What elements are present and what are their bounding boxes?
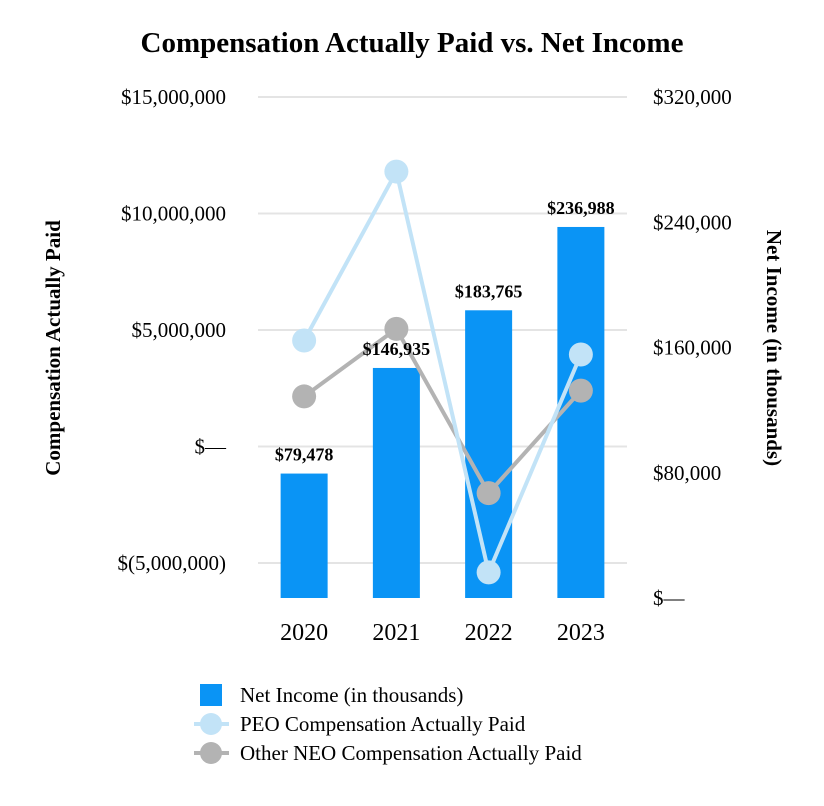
- right-axis-ticks: $320,000 $240,000 $160,000 $80,000 $—: [653, 85, 732, 610]
- right-tick-label: $320,000: [653, 85, 732, 109]
- legend-label-neo: Other NEO Compensation Actually Paid: [240, 741, 582, 765]
- bar-value-label: $146,935: [363, 339, 431, 359]
- series-point: [384, 159, 409, 184]
- right-axis-title: Net Income (in thousands): [762, 230, 786, 466]
- legend-peo-marker: [200, 713, 222, 735]
- series-point: [568, 342, 593, 367]
- x-tick-label: 2021: [372, 620, 420, 646]
- series-point: [384, 316, 409, 341]
- bar: [280, 473, 328, 598]
- bar-data-labels: $79,478 $146,935 $183,765 $236,988: [275, 198, 615, 465]
- bar: [465, 310, 513, 598]
- x-tick-label: 2023: [557, 620, 605, 646]
- bar: [372, 367, 420, 598]
- series-point: [292, 384, 317, 409]
- x-axis-ticks: 2020 2021 2022 2023: [280, 620, 605, 646]
- bar-value-label: $236,988: [547, 198, 615, 218]
- right-tick-label: $240,000: [653, 210, 732, 234]
- legend-bar-swatch: [200, 684, 222, 706]
- series-point: [292, 328, 317, 353]
- legend: Net Income (in thousands) PEO Compensati…: [194, 683, 582, 765]
- bar-series: [280, 226, 605, 598]
- left-tick-label: $15,000,000: [121, 85, 226, 109]
- series-line: [302, 169, 583, 575]
- left-tick-label: $5,000,000: [132, 318, 227, 342]
- left-axis-ticks: $15,000,000 $10,000,000 $5,000,000 $— $(5,00…: [118, 85, 228, 575]
- x-tick-label: 2020: [280, 620, 328, 646]
- left-tick-label: $—: [195, 435, 228, 459]
- left-axis-title: Compensation Actually Paid: [41, 220, 65, 476]
- legend-label-net-income: Net Income (in thousands): [240, 683, 463, 707]
- chart-title: Compensation Actually Paid vs. Net Incom…: [141, 27, 684, 59]
- bar: [557, 226, 605, 598]
- bar-value-label: $183,765: [455, 281, 523, 301]
- right-tick-label: $80,000: [653, 461, 721, 485]
- legend-neo-marker: [200, 742, 222, 764]
- left-tick-label: $(5,000,000): [118, 551, 227, 575]
- bar-value-label: $79,478: [275, 445, 334, 465]
- line-series: [292, 159, 593, 585]
- left-tick-label: $10,000,000: [121, 202, 226, 226]
- x-tick-label: 2022: [465, 620, 513, 646]
- series-point: [476, 560, 501, 585]
- right-tick-label: $160,000: [653, 336, 732, 360]
- series-line: [302, 326, 583, 496]
- series-point: [476, 481, 501, 506]
- series-point: [568, 378, 593, 403]
- legend-label-peo: PEO Compensation Actually Paid: [240, 712, 526, 736]
- right-tick-label: $—: [653, 586, 686, 610]
